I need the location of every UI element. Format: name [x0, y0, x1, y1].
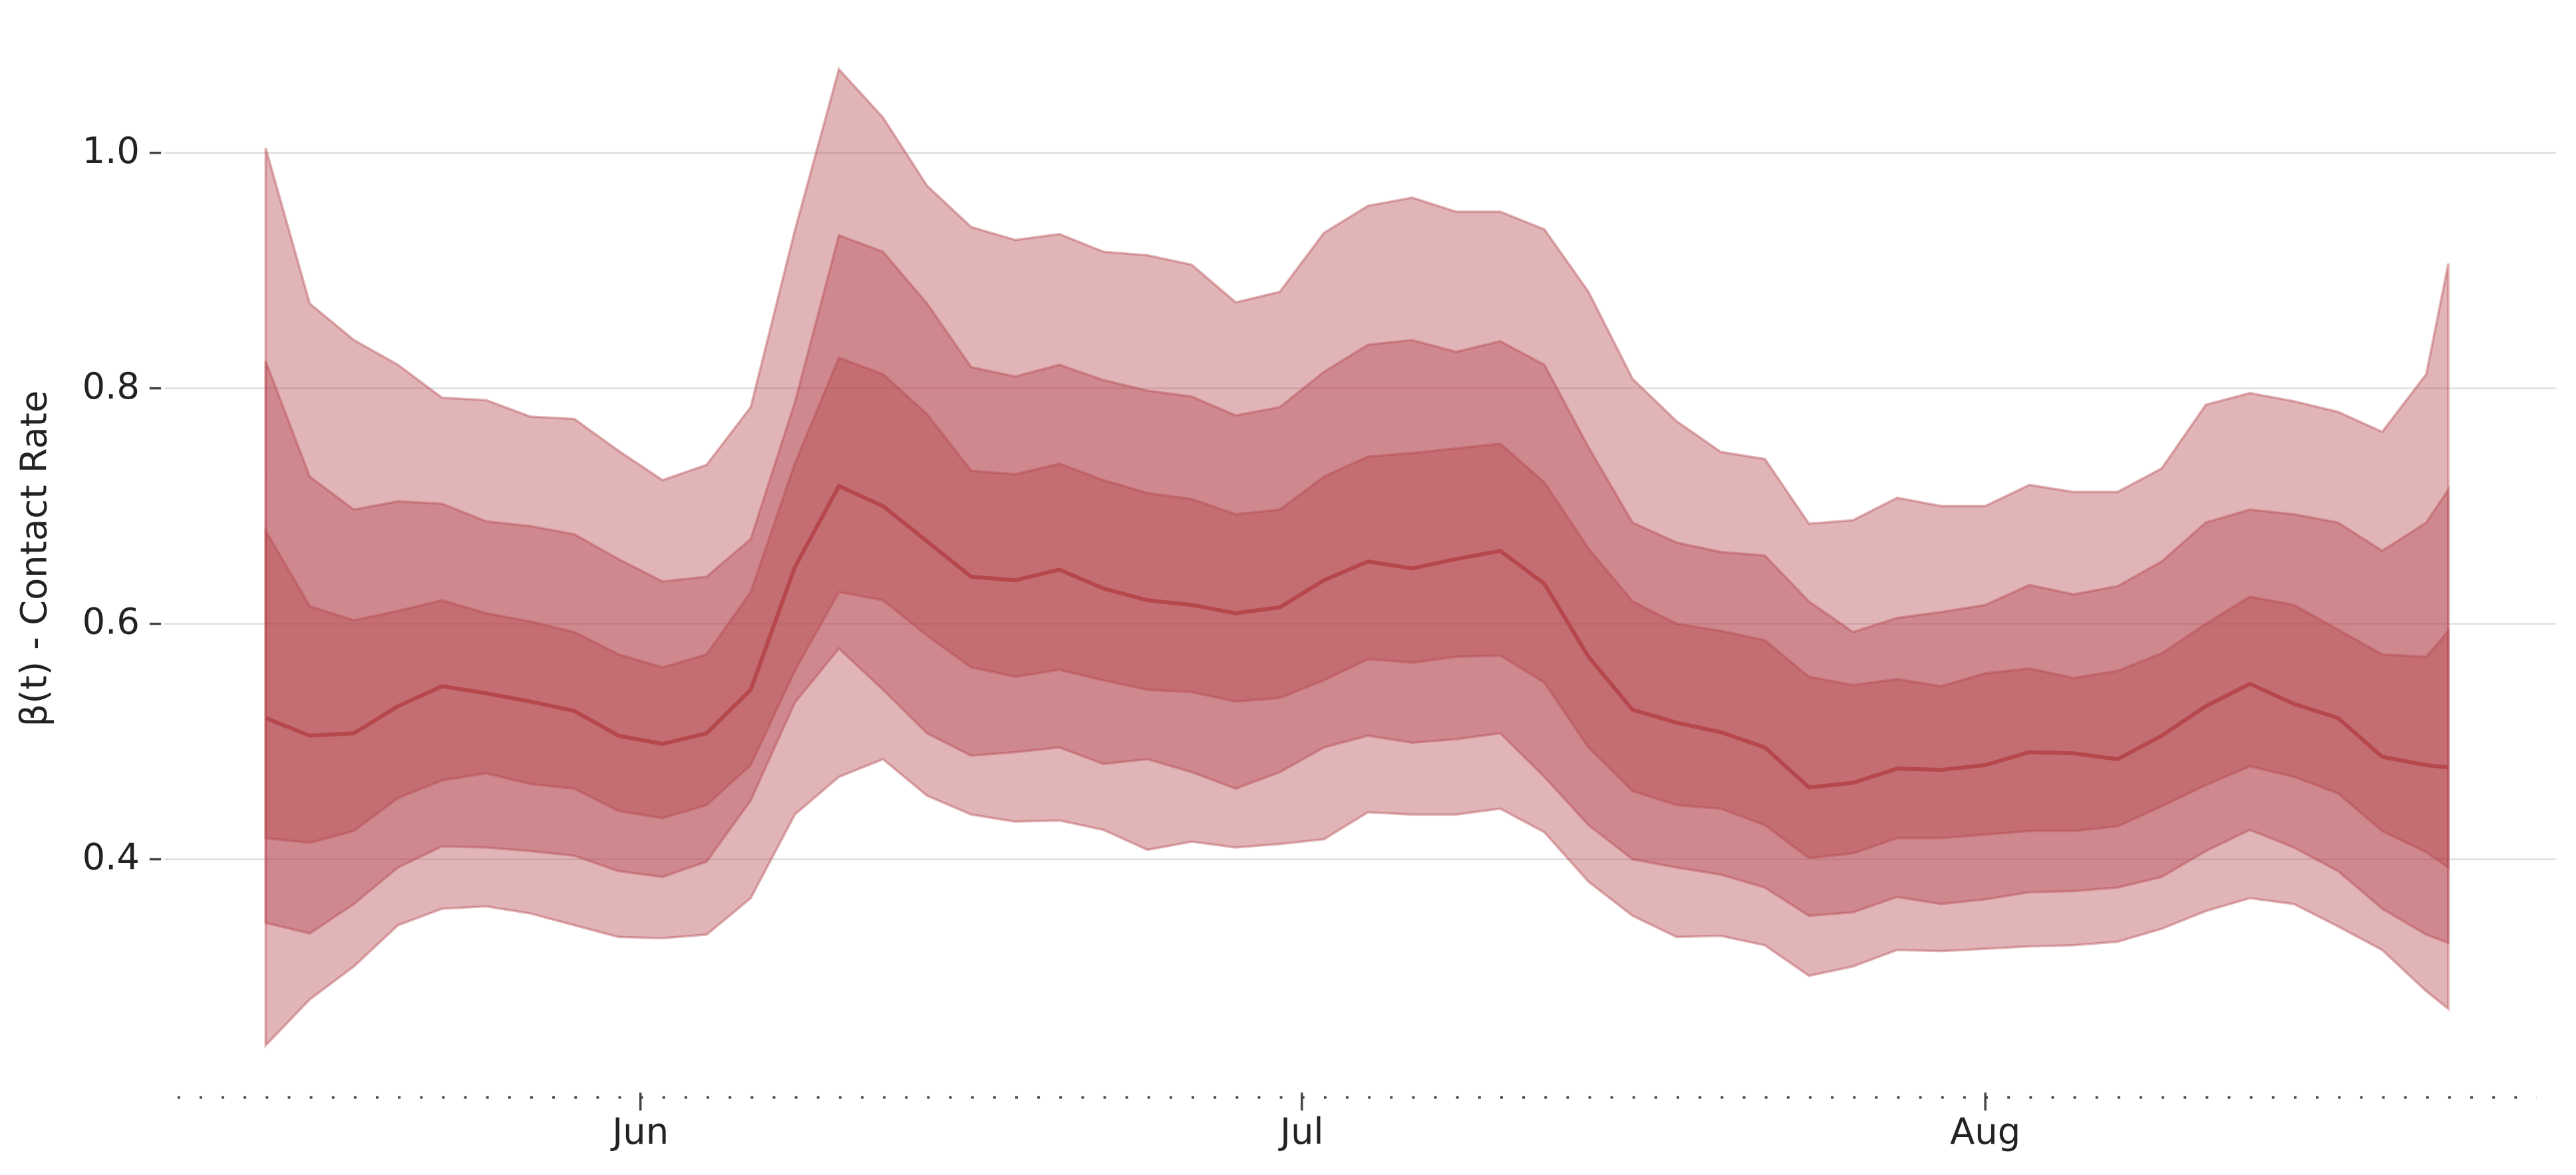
y-tick-label: 1.0	[82, 130, 140, 172]
x-tick-label: Jun	[610, 1110, 669, 1152]
y-tick-label: 0.6	[82, 601, 140, 643]
y-tick-label: 0.8	[82, 365, 140, 407]
band	[264, 234, 2450, 945]
y-tick-label: 0.4	[82, 836, 140, 878]
band	[264, 356, 2450, 870]
x-tick-label: Aug	[1950, 1110, 2020, 1152]
y-axis-label: β(t) - Contact Rate	[13, 391, 55, 727]
x-tick-label: Jul	[1278, 1110, 1324, 1152]
median-line	[265, 484, 2449, 790]
band	[264, 67, 2450, 1049]
